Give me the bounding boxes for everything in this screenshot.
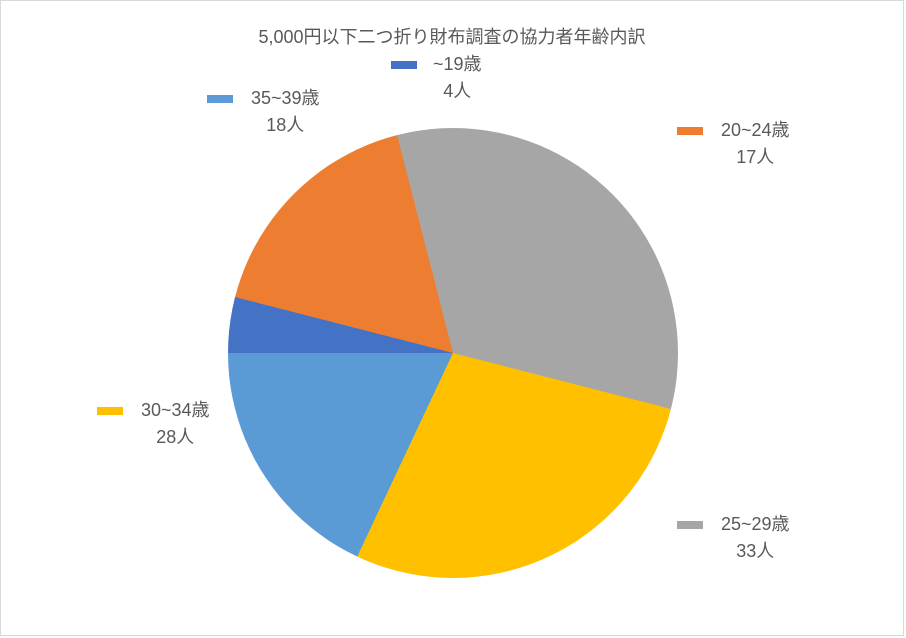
pie-chart-container: 5,000円以下二つ折り財布調査の協力者年齢内訳 ~19歳 4人 20~24歳 … — [0, 0, 904, 636]
slice-name-1: 20~24歳 — [721, 120, 790, 140]
slice-name-2: 25~29歳 — [721, 514, 790, 534]
slice-count-1: 17人 — [736, 147, 774, 167]
legend-marker-3 — [97, 407, 123, 415]
pie-chart — [228, 128, 678, 578]
slice-name-4: 35~39歳 — [251, 88, 320, 108]
slice-name-3: 30~34歳 — [141, 400, 210, 420]
slice-count-3: 28人 — [156, 427, 194, 447]
legend-marker-1 — [677, 127, 703, 135]
slice-label-4: 35~39歳 18人 — [251, 85, 320, 139]
legend-marker-4 — [207, 95, 233, 103]
slice-count-0: 4人 — [443, 81, 471, 101]
slice-label-0: ~19歳 4人 — [433, 51, 482, 105]
slice-count-4: 18人 — [266, 115, 304, 135]
chart-title: 5,000円以下二つ折り財布調査の協力者年齢内訳 — [1, 23, 903, 49]
slice-count-2: 33人 — [736, 541, 774, 561]
slice-label-2: 25~29歳 33人 — [721, 511, 790, 565]
legend-marker-2 — [677, 521, 703, 529]
legend-marker-0 — [391, 61, 417, 69]
slice-label-1: 20~24歳 17人 — [721, 117, 790, 171]
slice-label-3: 30~34歳 28人 — [141, 397, 210, 451]
slice-name-0: ~19歳 — [433, 54, 482, 74]
